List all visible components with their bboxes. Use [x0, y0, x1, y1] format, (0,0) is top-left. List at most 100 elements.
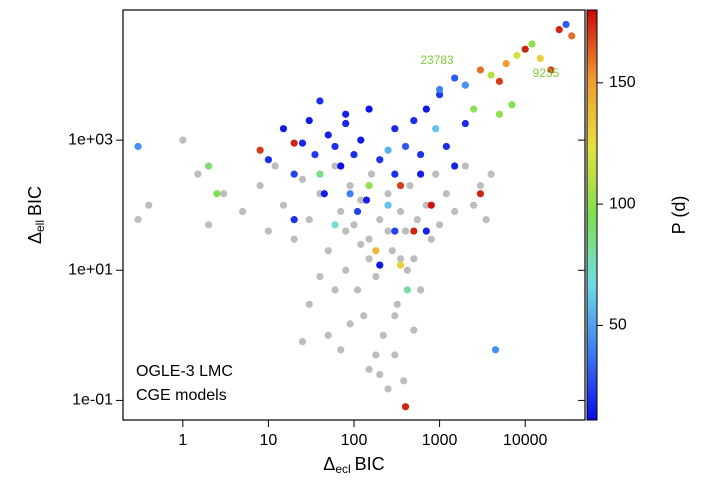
y-tick-label: 1e+01 [68, 261, 113, 278]
colored-point [316, 97, 324, 105]
colored-point [491, 346, 500, 354]
colored-point [365, 105, 373, 113]
gray-point [388, 247, 396, 255]
colored-point [134, 142, 142, 151]
colored-point [568, 32, 576, 40]
colored-point [331, 142, 339, 151]
annotation: 9235 [533, 66, 560, 80]
gray-point [290, 235, 298, 243]
colored-point [451, 74, 459, 82]
colored-point [365, 182, 373, 190]
gray-point [305, 300, 313, 308]
gray-point [391, 312, 399, 320]
gray-point [264, 227, 273, 235]
gray-point [406, 182, 414, 190]
colored-point [350, 150, 358, 159]
colored-point [547, 66, 555, 74]
colored-point [435, 85, 444, 94]
gray-point [256, 182, 264, 190]
colored-point [470, 105, 478, 113]
gray-point [393, 300, 401, 308]
colored-point [290, 216, 298, 224]
gray-point [427, 235, 435, 243]
gray-point [401, 227, 410, 235]
colored-point [451, 162, 459, 170]
colored-point [401, 403, 410, 411]
plot-frame [122, 9, 586, 421]
colored-point [427, 201, 435, 209]
colored-point [362, 196, 371, 204]
gray-point [342, 227, 350, 235]
colored-point [290, 139, 298, 147]
colored-point [396, 261, 405, 269]
gray-point [298, 338, 307, 346]
gray-point [435, 221, 444, 229]
colored-point [521, 45, 529, 53]
colored-point [316, 170, 324, 178]
note-text: OGLE-3 LMC [136, 363, 233, 380]
y-tick-label: 1e-01 [72, 392, 113, 409]
gray-point [145, 201, 153, 209]
gray-point [372, 351, 380, 359]
colored-point [417, 170, 425, 178]
gray-point [482, 216, 490, 224]
gray-point [367, 170, 376, 178]
colored-point [290, 170, 298, 178]
gray-point [337, 207, 345, 216]
gray-point [316, 272, 324, 281]
gray-point [379, 331, 387, 339]
gray-point [365, 365, 373, 373]
colored-point [204, 162, 213, 170]
gray-point [324, 247, 332, 255]
colored-point [213, 190, 221, 198]
colored-point [435, 91, 444, 99]
gray-point [410, 255, 418, 263]
colored-point [417, 150, 425, 159]
colored-point [391, 170, 399, 178]
gray-point [422, 201, 430, 209]
gray-point [342, 266, 350, 274]
y-axis-label-sub: ell [33, 220, 47, 232]
gray-point [396, 255, 405, 263]
gray-point [487, 170, 495, 178]
x-axis-label: Δecl BIC [323, 454, 384, 476]
x-axis-label-sub: ecl [335, 462, 350, 476]
colored-point [311, 150, 319, 159]
colorbar [586, 9, 598, 421]
gray-point [279, 201, 288, 209]
annotation: 23783 [420, 53, 454, 67]
gray-point [403, 266, 411, 274]
colored-point [391, 227, 399, 235]
x-tick-label: 10000 [503, 432, 548, 449]
gray-point [337, 346, 345, 354]
gray-point [470, 201, 478, 209]
gray-point [346, 320, 354, 328]
gray-point [134, 216, 142, 224]
y-axis-label-text: BIC [25, 186, 45, 216]
y-tick-label: 1e+03 [68, 131, 113, 148]
colorbar-label: P (d) [669, 196, 689, 235]
gray-point [432, 170, 440, 178]
colored-point [476, 66, 485, 74]
colored-point [461, 81, 469, 89]
gray-point [346, 182, 354, 190]
colored-point [337, 162, 345, 170]
gray-point [413, 216, 421, 224]
colored-point [422, 105, 430, 113]
colored-point [422, 227, 430, 235]
colored-point [324, 131, 332, 139]
colored-point [279, 125, 288, 133]
gray-point [360, 312, 368, 320]
gray-point [365, 235, 373, 243]
x-tick-label: 10 [260, 432, 278, 449]
colored-point [495, 110, 504, 118]
gray-point [220, 190, 228, 198]
colored-point [372, 247, 380, 255]
colored-point [536, 54, 544, 63]
colored-point [376, 261, 384, 269]
colored-point [442, 142, 450, 151]
x-axis-label-symbol: Δ [323, 454, 335, 474]
gray-point [410, 326, 418, 334]
gray-point [384, 385, 392, 393]
